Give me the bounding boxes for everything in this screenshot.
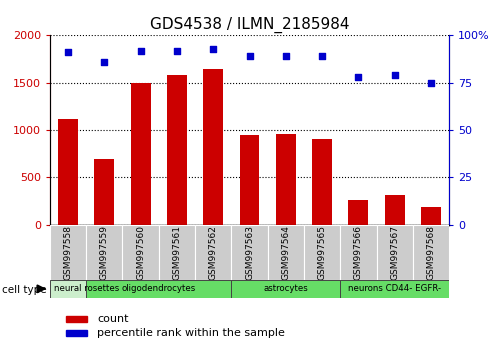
- Bar: [50, 280, 122, 298]
- Point: [318, 53, 326, 59]
- Text: GSM997559: GSM997559: [100, 225, 109, 280]
- Text: GSM997568: GSM997568: [427, 225, 436, 280]
- Bar: [50, 225, 86, 280]
- Bar: [58, 119, 78, 225]
- Bar: [159, 225, 195, 280]
- Point: [246, 53, 253, 59]
- Text: oligodendrocytes: oligodendrocytes: [122, 284, 196, 293]
- Bar: [377, 225, 413, 280]
- Bar: [340, 225, 377, 280]
- Text: neural rosettes: neural rosettes: [53, 284, 119, 293]
- Bar: [167, 75, 187, 225]
- Point: [64, 50, 72, 55]
- Point: [173, 48, 181, 53]
- Bar: [304, 225, 340, 280]
- Bar: [276, 134, 296, 225]
- Text: GSM997566: GSM997566: [354, 225, 363, 280]
- Point: [100, 59, 108, 65]
- Bar: [94, 159, 114, 225]
- Bar: [340, 280, 449, 298]
- Point: [209, 46, 217, 51]
- Text: cell type: cell type: [2, 285, 47, 295]
- Text: GSM997567: GSM997567: [390, 225, 399, 280]
- Bar: [66, 330, 87, 336]
- Text: neurons CD44- EGFR-: neurons CD44- EGFR-: [348, 284, 441, 293]
- Point: [391, 72, 399, 78]
- Bar: [232, 280, 340, 298]
- Point: [427, 80, 435, 86]
- Text: GSM997562: GSM997562: [209, 225, 218, 280]
- Text: GSM997558: GSM997558: [63, 225, 72, 280]
- Bar: [86, 225, 122, 280]
- Bar: [66, 316, 87, 322]
- Text: GSM997563: GSM997563: [245, 225, 254, 280]
- Bar: [312, 139, 332, 225]
- Bar: [348, 200, 368, 225]
- Text: GSM997564: GSM997564: [281, 225, 290, 280]
- Bar: [131, 83, 151, 225]
- Text: GSM997560: GSM997560: [136, 225, 145, 280]
- Bar: [195, 225, 232, 280]
- Point: [282, 53, 290, 59]
- Text: percentile rank within the sample: percentile rank within the sample: [97, 328, 285, 338]
- Bar: [203, 69, 223, 225]
- Bar: [86, 280, 232, 298]
- Text: GSM997561: GSM997561: [173, 225, 182, 280]
- Bar: [413, 225, 449, 280]
- Bar: [385, 195, 405, 225]
- Bar: [122, 225, 159, 280]
- Bar: [232, 225, 267, 280]
- Text: astrocytes: astrocytes: [263, 284, 308, 293]
- Text: GSM997565: GSM997565: [317, 225, 326, 280]
- Point: [137, 48, 145, 53]
- Bar: [421, 207, 441, 225]
- Bar: [267, 225, 304, 280]
- Title: GDS4538 / ILMN_2185984: GDS4538 / ILMN_2185984: [150, 16, 349, 33]
- Text: count: count: [97, 314, 129, 324]
- Bar: [240, 135, 259, 225]
- Point: [354, 74, 362, 80]
